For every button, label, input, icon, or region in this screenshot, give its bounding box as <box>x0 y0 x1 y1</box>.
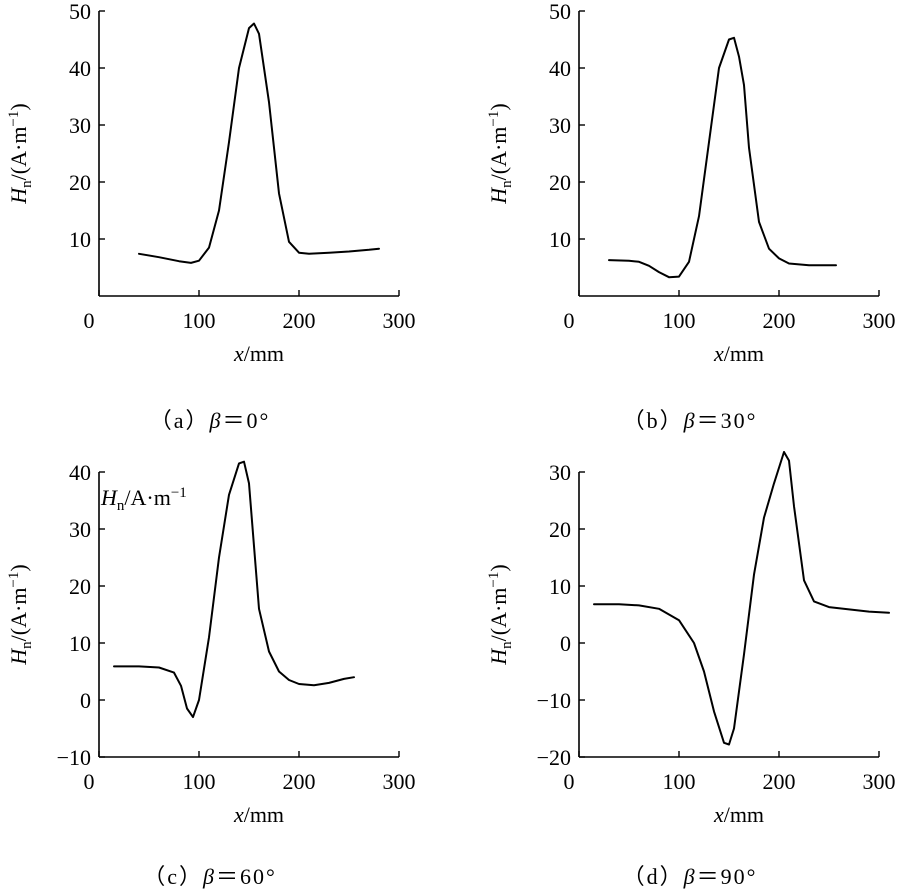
y-tick-label: −10 <box>57 745 91 770</box>
y-tick-label: 30 <box>69 113 91 138</box>
panel-c: 0 100 200 300−10010203040x/mmHn/(A·m−1)Hn/A… <box>6 460 416 889</box>
series-line <box>608 36 837 279</box>
x-axis-title: x/mm <box>713 341 764 366</box>
y-tick-label: 0 <box>80 688 91 713</box>
y-tick-label: 20 <box>69 574 91 599</box>
x-tick-label: 100 <box>663 308 696 333</box>
x-tick-label: 100 <box>663 769 696 794</box>
x-axis-title: x/mm <box>233 802 284 827</box>
y-tick-label: 10 <box>69 227 91 252</box>
panel-caption: （c）β＝60° <box>143 864 277 889</box>
y-tick-label: 30 <box>549 113 571 138</box>
y-tick-label: 40 <box>69 56 91 81</box>
y-tick-label: 50 <box>69 0 91 24</box>
series-line <box>138 22 380 264</box>
y-tick-label: 30 <box>69 517 91 542</box>
panel-b: 0 100 200 300 10 20 30 40 50 x/mm Hn/(A·m−1) （b）β＝3… <box>486 0 896 433</box>
x-tick-label: 100 <box>183 769 216 794</box>
inner-unit-label: Hn/A·m−1 <box>100 485 187 514</box>
y-tick-label: 10 <box>549 227 571 252</box>
y-tick-label: 20 <box>549 170 571 195</box>
series-line <box>593 451 890 746</box>
y-tick-label: −20 <box>537 745 571 770</box>
y-tick-label: 40 <box>69 460 91 485</box>
x-axis-title: x/mm <box>713 802 764 827</box>
x-tick-label: 300 <box>383 769 416 794</box>
panel-caption: （d）β＝90° <box>623 864 758 889</box>
x-tick-label: 0 <box>564 769 575 794</box>
panel-caption: （a）β＝0° <box>150 408 271 433</box>
x-tick-label: 200 <box>283 308 316 333</box>
panel-caption: （b）β＝30° <box>623 408 758 433</box>
y-tick-label: 10 <box>69 631 91 656</box>
y-tick-label: 50 <box>549 0 571 24</box>
y-tick-label: 20 <box>549 517 571 542</box>
y-tick-label: 40 <box>549 56 571 81</box>
y-axis-title: Hn/(A·m−1) <box>486 103 515 204</box>
x-tick-label: 0 <box>84 769 95 794</box>
x-tick-label: 0 <box>564 308 575 333</box>
x-tick-label: 300 <box>863 308 896 333</box>
y-tick-label: 20 <box>69 170 91 195</box>
series-line <box>113 460 355 719</box>
y-tick-label: 30 <box>549 460 571 485</box>
x-tick-label: 300 <box>383 308 416 333</box>
y-tick-label: 0 <box>560 631 571 656</box>
x-tick-label: 200 <box>763 308 796 333</box>
y-axis-title: Hn/(A·m−1) <box>6 564 35 665</box>
x-tick-label: 0 <box>84 308 95 333</box>
x-tick-label: 200 <box>283 769 316 794</box>
x-tick-label: 200 <box>763 769 796 794</box>
panel-d: 0 100 200 300 −20 −10 0 10 20 30 x/mm Hn/(A·m−1) （d）… <box>486 451 896 889</box>
x-tick-label: 100 <box>183 308 216 333</box>
panel-a: 0 100 200 300 10 20 30 40 50 x/mm Hn/(A·m−1) （a）β＝0… <box>6 0 416 433</box>
y-tick-label: −10 <box>537 688 571 713</box>
y-axis-title: Hn/(A·m−1) <box>6 103 35 204</box>
y-axis-title: Hn/(A·m−1) <box>486 564 515 665</box>
x-tick-label: 300 <box>863 769 896 794</box>
x-axis-title: x/mm <box>233 341 284 366</box>
y-tick-label: 10 <box>549 574 571 599</box>
